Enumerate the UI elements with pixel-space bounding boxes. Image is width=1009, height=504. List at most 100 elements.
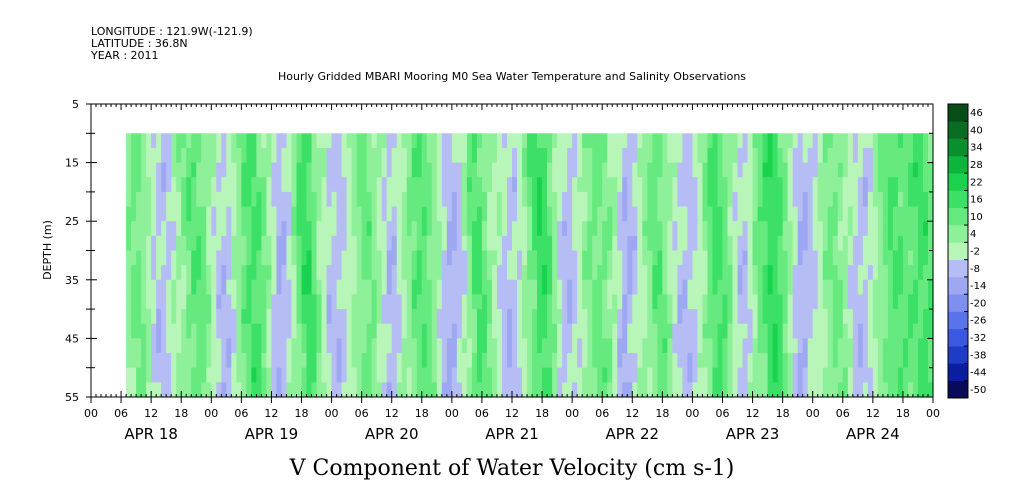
heatmap-cell: [917, 294, 924, 310]
heatmap-cell: [471, 338, 478, 354]
heatmap-cell: [476, 235, 483, 252]
heatmap-cell: [436, 162, 443, 178]
heatmap-cell: [486, 382, 493, 398]
heatmap-cell: [842, 353, 849, 369]
heatmap-cell: [341, 279, 348, 296]
heatmap-cell: [466, 309, 473, 325]
heatmap-cell: [141, 221, 147, 237]
heatmap-cell: [722, 221, 729, 237]
heatmap-cell: [642, 206, 648, 222]
heatmap-cell: [562, 338, 568, 354]
heatmap-cell: [882, 367, 889, 383]
heatmap-cell: [461, 206, 468, 222]
heatmap-cell: [587, 206, 593, 222]
heatmap-cell: [682, 250, 689, 266]
heatmap-cell: [897, 338, 904, 354]
heatmap-cell: [692, 250, 699, 266]
heatmap-cell: [146, 147, 152, 164]
x-axis-ticks: 00 06 12 18 00 06 12 18 00 06 12 18 00 06 12 18 00 06 12 18…: [84, 104, 940, 443]
heatmap-cell: [441, 206, 448, 222]
heatmap-cell: [421, 162, 428, 178]
heatmap-cell: [667, 323, 673, 339]
heatmap-cell: [907, 338, 914, 354]
heatmap-cell: [486, 177, 493, 193]
heatmap-cell: [577, 309, 583, 325]
heatmap-cell: [887, 206, 894, 222]
heatmap-cell: [346, 323, 353, 339]
heatmap-cell: [587, 294, 593, 310]
heatmap-cell: [431, 294, 438, 310]
heatmap-cell: [401, 206, 408, 222]
heatmap-cell: [321, 133, 328, 149]
heatmap-cell: [206, 279, 212, 296]
heatmap-cell: [386, 338, 393, 354]
heatmap-cell: [291, 367, 298, 383]
heatmap-cell: [632, 235, 638, 252]
heatmap-cell: [321, 338, 328, 354]
heatmap-cell: [562, 221, 568, 237]
heatmap-cell: [356, 309, 363, 325]
heatmap-cell: [847, 279, 854, 296]
heatmap-cell: [762, 338, 769, 354]
heatmap-cell: [136, 279, 142, 296]
heatmap-cell: [652, 323, 658, 339]
heatmap-cell: [266, 367, 273, 383]
heatmap-cell: [632, 367, 638, 383]
heatmap-cell: [682, 338, 689, 354]
colorbar-label: -2: [970, 247, 980, 258]
heatmap-cell: [401, 323, 408, 339]
heatmap-cell: [416, 265, 423, 281]
heatmap-cell: [572, 191, 578, 208]
heatmap-cell: [331, 323, 338, 339]
heatmap-cell: [366, 323, 373, 339]
heatmap-cell: [136, 265, 142, 281]
heatmap-cell: [582, 279, 588, 296]
heatmap-cell: [336, 147, 343, 164]
heatmap-cell: [767, 353, 774, 369]
heatmap-cell: [587, 191, 593, 208]
heatmap-cell: [642, 338, 648, 354]
heatmap-cell: [346, 177, 353, 193]
heatmap-cell: [707, 382, 714, 398]
heatmap-cell: [767, 323, 774, 339]
heatmap-cell: [346, 353, 353, 369]
heatmap-cell: [827, 162, 834, 178]
heatmap-cell: [331, 309, 338, 325]
heatmap-cell: [562, 250, 568, 266]
heatmap-cell: [917, 133, 924, 149]
heatmap-cell: [742, 147, 749, 164]
heatmap-cell: [216, 353, 222, 369]
heatmap-cell: [717, 221, 724, 237]
heatmap-cell: [451, 206, 458, 222]
heatmap-cell: [221, 323, 227, 339]
heatmap-cell: [542, 338, 548, 354]
heatmap-cell: [597, 323, 603, 339]
heatmap-cell: [922, 309, 929, 325]
heatmap-cell: [316, 309, 323, 325]
heatmap-cell: [401, 265, 408, 281]
heatmap-cell: [572, 294, 578, 310]
heatmap-cell: [196, 147, 202, 164]
heatmap-cell: [612, 206, 618, 222]
heatmap-cell: [501, 177, 508, 193]
heatmap-cell: [512, 162, 518, 178]
heatmap-cell: [637, 353, 643, 369]
heatmap-cell: [682, 162, 689, 178]
heatmap-cell: [386, 191, 393, 208]
heatmap-cell: [146, 133, 152, 149]
heatmap-cell: [812, 191, 819, 208]
heatmap-cell: [742, 177, 749, 193]
heatmap-cell: [201, 206, 207, 222]
heatmap-cell: [617, 382, 623, 398]
heatmap-cell: [817, 206, 824, 222]
heatmap-cell: [877, 133, 884, 149]
heatmap-cell: [662, 191, 668, 208]
heatmap-cell: [747, 367, 754, 383]
heatmap-cell: [141, 279, 147, 296]
heatmap-cell: [717, 309, 724, 325]
heatmap-cell: [446, 162, 453, 178]
heatmap-cell: [421, 177, 428, 193]
heatmap-cell: [361, 382, 368, 398]
heatmap-cell: [652, 235, 658, 252]
heatmap-cell: [537, 323, 543, 339]
